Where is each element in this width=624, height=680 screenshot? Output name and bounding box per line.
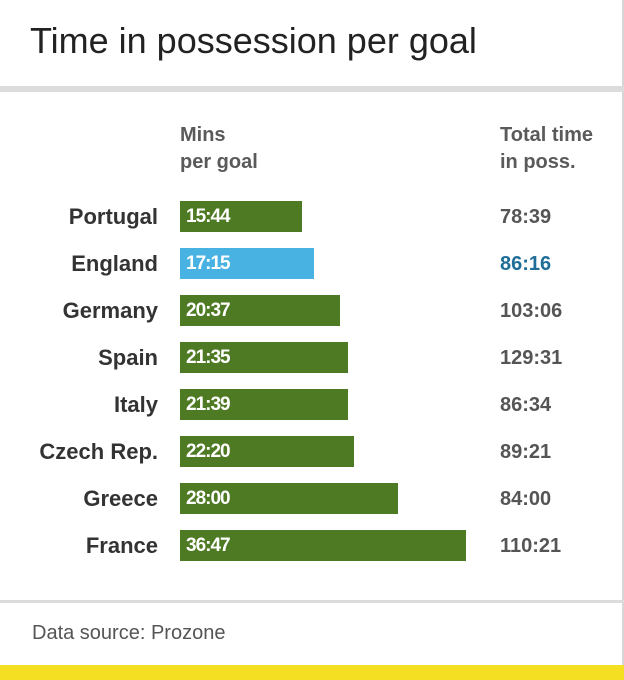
chart-title: Time in possession per goal [30,20,477,61]
total-possession-france: 110:21 [500,535,562,557]
total-possession-greece: 84:00 [500,488,552,510]
bar-value-label-greece: 28:00 [186,488,231,509]
bar-italy [180,389,348,420]
bar-portugal [180,201,302,232]
category-label-germany: Germany [62,298,158,323]
bar-value-label-england: 17:15 [186,253,231,274]
bar-france [180,530,466,561]
accent-strip [0,665,624,680]
source-divider [0,600,624,603]
bars-column-header: Mins per goal [180,122,258,176]
bar-value-label-italy: 21:39 [186,394,231,415]
bar-germany [180,295,340,326]
total-possession-england: 86:16 [500,253,552,275]
category-label-england: England [71,251,158,276]
category-label-czech-rep: Czech Rep. [39,439,158,464]
category-label-spain: Spain [98,345,158,370]
bar-value-label-czech-rep: 22:20 [186,441,231,462]
bar-spain [180,342,348,373]
category-label-italy: Italy [113,392,158,417]
total-possession-italy: 86:34 [500,394,552,416]
totals-column-header-line-2: in poss. [500,151,576,173]
totals-column-header: Total time in poss. [500,122,593,176]
total-possession-portugal: 78:39 [500,206,552,228]
bar-england [180,248,314,279]
bar-greece [180,483,398,514]
totals-column-header-line-1: Total time [500,124,593,146]
category-label-portugal: Portugal [68,204,158,229]
total-possession-czech-rep: 89:21 [500,441,552,463]
bar-value-label-portugal: 15:44 [186,206,231,227]
category-label-greece: Greece [83,486,158,511]
category-label-france: France [85,533,158,558]
bar-czech-rep [180,436,354,467]
total-possession-spain: 129:31 [500,347,563,369]
data-source-note: Data source: Prozone [32,622,226,644]
bars-column-header-line-1: Mins [180,124,226,146]
title-divider [0,86,624,92]
bar-value-label-germany: 20:37 [186,300,231,321]
bars-column-header-line-2: per goal [180,151,258,173]
bar-value-label-france: 36:47 [186,535,231,556]
bar-value-label-spain: 21:35 [186,347,231,368]
total-possession-germany: 103:06 [500,300,563,322]
